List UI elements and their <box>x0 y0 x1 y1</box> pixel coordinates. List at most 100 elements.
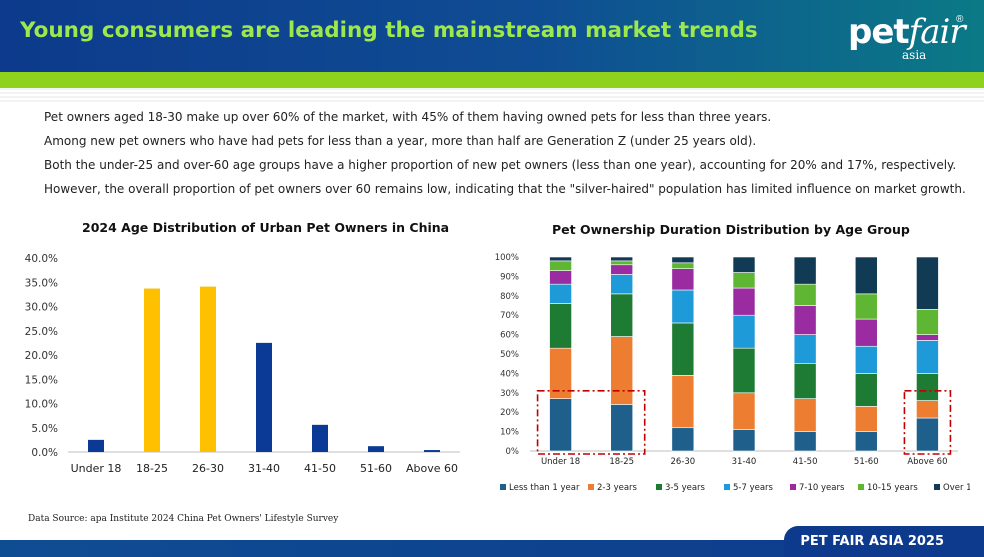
y-tick-label: 60% <box>500 331 519 341</box>
stack-segment <box>793 363 817 399</box>
stack-segment <box>793 334 817 364</box>
x-tick-label: Above 60 <box>907 457 947 467</box>
stack-segment <box>732 256 756 273</box>
stack-segment <box>610 260 634 266</box>
stack-segment <box>732 272 756 289</box>
stack-segment <box>549 398 572 452</box>
bar <box>200 286 216 452</box>
bar <box>312 424 328 452</box>
legend-label: Over 15 years <box>943 483 970 493</box>
stack-segment <box>916 417 939 452</box>
legend-label: 10-15 years <box>867 483 918 493</box>
x-tick-label: 51-60 <box>854 457 879 467</box>
stack-segment <box>732 287 756 316</box>
stack-segment <box>732 392 756 430</box>
legend-label: 3-5 years <box>665 483 706 493</box>
x-tick-label: 18-25 <box>609 457 634 467</box>
stack-segment <box>671 256 695 264</box>
stack-segment <box>549 260 572 271</box>
stack-segment <box>854 318 878 347</box>
stack-segment <box>549 283 572 304</box>
stack-segment <box>732 314 756 349</box>
intro-text: Pet owners aged 18-30 make up over 60% o… <box>44 108 974 204</box>
footer-bar <box>0 540 984 557</box>
legend-label: 2-3 years <box>597 483 638 493</box>
y-tick-label: 0% <box>506 447 520 457</box>
duration-stacked-chart: 0% 10% 20% 30% 40% 50% 60% 70% 80% 90% 100% Under 1… <box>495 253 970 493</box>
x-tick-label: Under 18 <box>541 457 580 467</box>
stack-segment <box>732 429 756 452</box>
bar <box>368 446 384 452</box>
highlight-box <box>903 390 952 455</box>
x-tick-label: 31-40 <box>248 462 280 475</box>
bar <box>424 450 440 452</box>
stack-segment <box>732 347 756 394</box>
y-tick-label: 90% <box>500 272 519 282</box>
bar <box>144 288 160 452</box>
intro-line: However, the overall proportion of pet o… <box>44 182 966 196</box>
y-tick-label: 40.0% <box>25 253 58 265</box>
logo-asia: asia <box>902 48 927 62</box>
stack-segment <box>549 303 572 349</box>
stack-segment <box>916 373 939 401</box>
stack-segment <box>854 406 878 432</box>
stack-segment <box>793 305 817 335</box>
y-tick-label: 25.0% <box>25 326 58 338</box>
stack-segment <box>549 256 572 262</box>
y-tick-label: 100% <box>495 253 519 263</box>
stripe-divider <box>0 88 984 102</box>
bar <box>256 342 272 452</box>
legend-label: 5-7 years <box>733 483 774 493</box>
x-tick-label: 41-50 <box>793 457 818 467</box>
x-tick-label: 18-25 <box>136 462 168 475</box>
intro-line: Pet owners aged 18-30 make up over 60% o… <box>44 110 772 124</box>
legend-swatch <box>724 484 730 490</box>
logo-fair: fair <box>908 12 966 52</box>
stack-segment <box>793 431 817 452</box>
header-banner: Young consumers are leading the mainstre… <box>0 0 984 72</box>
green-accent-bar <box>0 72 984 88</box>
x-tick-label: 26-30 <box>192 462 224 475</box>
y-tick-label: 0.0% <box>31 447 58 459</box>
footer-label: PET FAIR ASIA 2025 <box>784 526 984 557</box>
age-distribution-chart: 0.0% 5.0% 10.0% 15.0% 20.0% 25.0% 30.0% 35.0% 40… <box>25 253 460 475</box>
stack-segment <box>916 400 939 419</box>
y-tick-label: 5.0% <box>31 423 58 435</box>
stack-segment <box>793 398 817 432</box>
y-tick-label: 70% <box>500 311 519 321</box>
stack-segment <box>916 256 939 310</box>
y-tick-label: 35.0% <box>25 277 58 289</box>
stack-segment <box>916 334 939 341</box>
duration-chart-title: Pet Ownership Duration Distribution by A… <box>552 222 910 237</box>
y-tick-label: 30.0% <box>25 302 58 314</box>
bar <box>88 439 104 452</box>
stack-segment <box>854 256 878 295</box>
legend-label: Less than 1 year <box>509 483 580 493</box>
x-tick-label: 51-60 <box>360 462 392 475</box>
stack-segment <box>854 373 878 407</box>
stack-segment <box>793 283 817 306</box>
y-tick-label: 10% <box>500 428 519 438</box>
stack-segment <box>610 404 634 452</box>
petfair-asia-logo: petfair ® asia <box>846 12 970 64</box>
stack-segment <box>793 256 817 285</box>
stack-segment <box>854 431 878 452</box>
legend-swatch <box>656 484 662 490</box>
x-tick-label: 41-50 <box>304 462 336 475</box>
stack-segment <box>671 262 695 269</box>
legend-swatch <box>790 484 796 490</box>
legend-swatch <box>858 484 864 490</box>
y-tick-label: 20.0% <box>25 350 58 362</box>
legend-label: 7-10 years <box>799 483 845 493</box>
stack-segment <box>916 309 939 335</box>
y-tick-label: 80% <box>500 292 519 302</box>
stack-segment <box>610 336 634 405</box>
stack-segment <box>671 375 695 429</box>
stack-segment <box>610 264 634 275</box>
y-tick-label: 30% <box>500 389 519 399</box>
stack-segment <box>610 256 634 262</box>
y-tick-label: 20% <box>500 408 519 418</box>
highlight-box <box>536 390 646 455</box>
stack-segment <box>916 340 939 374</box>
stack-segment <box>671 268 695 291</box>
